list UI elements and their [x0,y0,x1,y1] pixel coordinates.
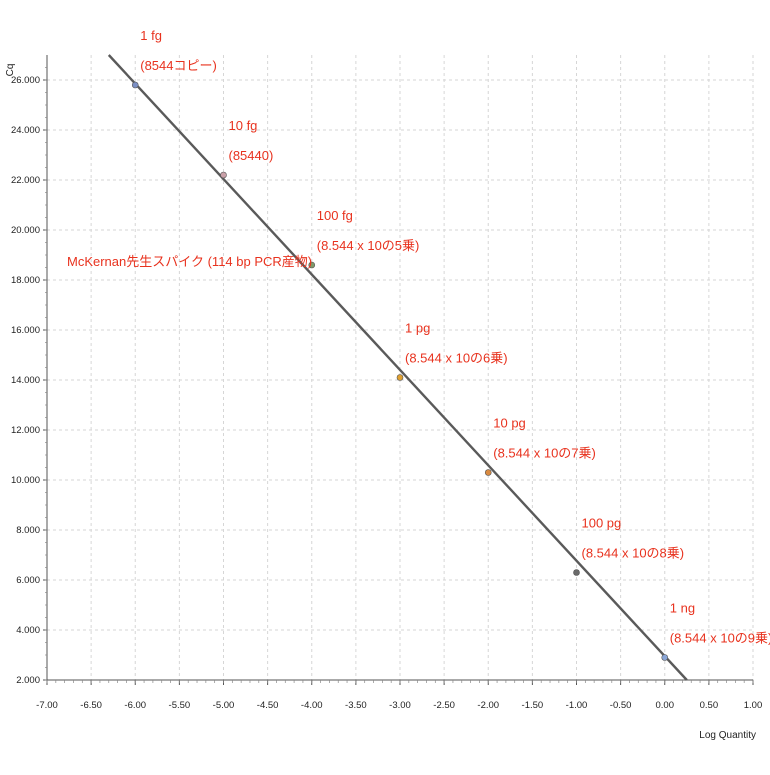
data-point [131,81,139,89]
x-tick-label: -2.00 [477,700,499,711]
regression-line [107,54,688,681]
point-label-copies: (8544コピー) [140,58,217,73]
grid-layer [47,55,754,680]
point-annotations: 1 fg (8544コピー) 10 fg (85440) 100 fg (8.544 x … [140,28,770,646]
y-tick-label: 12.000 [11,425,40,436]
y-tick-labels: 2.000 4.000 6.000 8.000 10.000 12.000 14.000 16… [11,67,47,686]
data-points [131,81,669,661]
y-tick-label: 6.000 [16,575,40,586]
data-point [308,261,316,269]
x-tick-label: -0.50 [610,700,632,711]
x-tick-label: -4.50 [257,700,279,711]
point-label-amount: 10 pg [493,416,526,431]
point-label-amount: 100 fg [317,208,353,223]
x-tick-labels: -7.00 -6.50 -6.00 -5.50 -5.00 -4.50 -4.00 -3.50… [36,680,762,711]
point-label-amount: 1 pg [405,321,430,336]
data-point [484,469,492,476]
data-point [220,171,227,179]
data-point [396,374,404,381]
x-tick-label: -1.50 [522,700,544,711]
point-label-amount: 1 ng [670,601,695,616]
fit-line-layer [107,54,688,681]
y-tick-label: 4.000 [16,625,40,636]
x-tick-label: -4.00 [301,700,323,711]
y-axis-title: Cq [5,64,16,77]
y-tick-label: 18.000 [11,275,40,286]
point-label-amount: 100 pg [582,516,622,531]
point-label-copies: (8.544 x 10の7乗) [493,446,596,461]
y-tick-label: 10.000 [11,475,40,486]
point-label-copies: (85440) [229,148,274,163]
x-tick-label: 1.00 [744,700,763,711]
x-tick-label: -5.00 [213,700,235,711]
point-label-copies: (8.544 x 10の8乗) [582,546,685,561]
y-tick-label: 26.000 [11,75,40,86]
x-tick-label: -5.50 [169,700,191,711]
point-label-copies: (8.544 x 10の6乗) [405,351,508,366]
y-tick-label: 24.000 [11,125,40,136]
x-tick-label: -2.50 [433,700,455,711]
y-tick-label: 16.000 [11,325,40,336]
data-point [661,654,669,661]
x-tick-label: -1.00 [566,700,588,711]
point-label-amount: 10 fg [229,118,258,133]
x-tick-label: 0.00 [656,700,675,711]
x-tick-label: -3.00 [389,700,411,711]
x-tick-label: 0.50 [700,700,719,711]
point-label-amount: 1 fg [140,28,162,43]
y-tick-label: 2.000 [16,675,40,686]
x-axis-title: Log Quantity [699,730,756,741]
point-label-copies: (8.544 x 10の9乗) [670,631,770,646]
x-tick-label: -3.50 [345,700,367,711]
data-point [573,569,580,576]
chart-title: McKernan先生スパイク (114 bp PCR産物) [67,254,312,269]
y-tick-label: 20.000 [11,225,40,236]
x-tick-label: -7.00 [36,700,58,711]
y-tick-label: 8.000 [16,525,40,536]
x-tick-label: -6.00 [124,700,146,711]
x-tick-label: -6.50 [80,700,102,711]
y-tick-label: 22.000 [11,175,40,186]
point-label-copies: (8.544 x 10の5乗) [317,238,420,253]
y-tick-label: 14.000 [11,375,40,386]
